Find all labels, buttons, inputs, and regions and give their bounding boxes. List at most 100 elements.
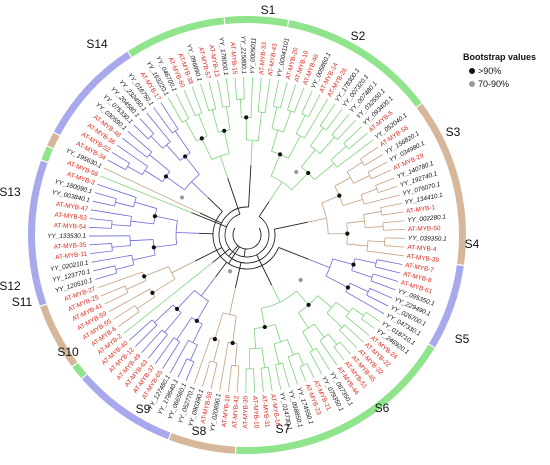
bootstrap-dot (152, 214, 158, 219)
branch (257, 112, 262, 141)
branch (283, 110, 292, 133)
black-dot-icon (469, 68, 475, 74)
ring-segment-s2 (287, 20, 422, 108)
branch (272, 80, 280, 107)
ring-segment-s12 (46, 132, 60, 149)
branch (130, 239, 154, 242)
branch (378, 186, 398, 193)
branch-arc (186, 358, 195, 363)
branch (367, 161, 388, 173)
branch (370, 280, 396, 291)
branch (261, 347, 266, 368)
branch (171, 260, 196, 274)
bootstrap-dot (306, 302, 311, 307)
branch (191, 86, 203, 114)
branch (200, 276, 217, 297)
branch (212, 248, 231, 263)
branch (291, 172, 309, 191)
branch (345, 291, 385, 315)
branch (97, 183, 137, 198)
branch (89, 226, 112, 229)
branch-arc (301, 113, 309, 118)
branch (297, 352, 304, 366)
branch (228, 246, 240, 264)
branch (313, 323, 325, 338)
subgroup-label-s6: S6 (375, 401, 390, 415)
branch (319, 340, 338, 366)
branch (375, 177, 395, 186)
branch (91, 254, 132, 263)
branch (165, 176, 185, 191)
branch-arc (211, 153, 230, 160)
branch (211, 109, 219, 133)
branch-arc (366, 288, 371, 296)
bootstrap-legend: Bootstrap values >90% 70-90% (463, 52, 548, 89)
branch (295, 114, 306, 134)
branch (201, 138, 213, 160)
branch (229, 287, 236, 315)
branch (207, 197, 223, 212)
branch (199, 212, 222, 224)
branch (193, 337, 211, 385)
branch (345, 316, 370, 336)
branch (144, 266, 169, 277)
branch (202, 360, 211, 387)
bootstrap-dot (174, 306, 180, 312)
branch (373, 273, 399, 282)
branch (153, 107, 173, 134)
branch-arc (231, 364, 239, 367)
branch (335, 301, 350, 313)
branch (219, 155, 229, 179)
branch (250, 140, 253, 166)
branch (346, 161, 363, 173)
legend-label-high: >90% (478, 66, 502, 76)
leaf-label: AT-MYB-50 (408, 225, 441, 233)
bootstrap-dot (222, 128, 227, 133)
branch (310, 127, 324, 147)
leaf-labels: YY_0005011 AT-MYB-33AT-MYB-43YY_00041101A… (47, 35, 447, 432)
branch-arc (375, 185, 379, 193)
branch (293, 87, 305, 113)
branch (366, 294, 389, 307)
legend-title: Bootstrap values (463, 52, 537, 62)
branch (227, 365, 232, 392)
branch (271, 130, 279, 152)
legend-label-mid: 70-90% (478, 79, 510, 89)
branch (115, 201, 134, 208)
leaf-label: AT-MYB-10 (251, 396, 260, 429)
branch (260, 308, 266, 328)
bootstrap-dot (294, 169, 299, 175)
branch (154, 304, 174, 323)
branch (369, 288, 393, 299)
branch (306, 363, 315, 379)
branch (253, 328, 257, 349)
branch (127, 166, 143, 176)
branch (92, 200, 115, 207)
branch-arc (273, 339, 288, 345)
leaf-label: AT-MYB-33 (258, 41, 268, 74)
branch (192, 323, 203, 343)
branch (184, 156, 200, 175)
branch (309, 351, 323, 375)
branch (365, 226, 384, 229)
branch (301, 149, 316, 168)
bootstrap-dot (194, 318, 199, 323)
branch (243, 248, 246, 257)
branch (337, 119, 356, 140)
branch (351, 270, 373, 278)
branch (108, 288, 151, 313)
branch (280, 82, 288, 109)
subgroup-label-s2: S2 (351, 29, 366, 43)
branch (185, 120, 197, 142)
branch-arc (361, 312, 367, 320)
branch-arc (258, 111, 266, 114)
branch (325, 275, 349, 288)
branch (354, 258, 377, 264)
leaf-label: YY_002280.1 (407, 214, 447, 225)
subgroup-label-s9: S9 (136, 402, 151, 416)
leaf-label: AT-MYB-18 (221, 394, 232, 428)
branch (336, 139, 374, 168)
branch (321, 195, 340, 204)
branch-arc (162, 141, 171, 149)
branch (111, 245, 131, 248)
